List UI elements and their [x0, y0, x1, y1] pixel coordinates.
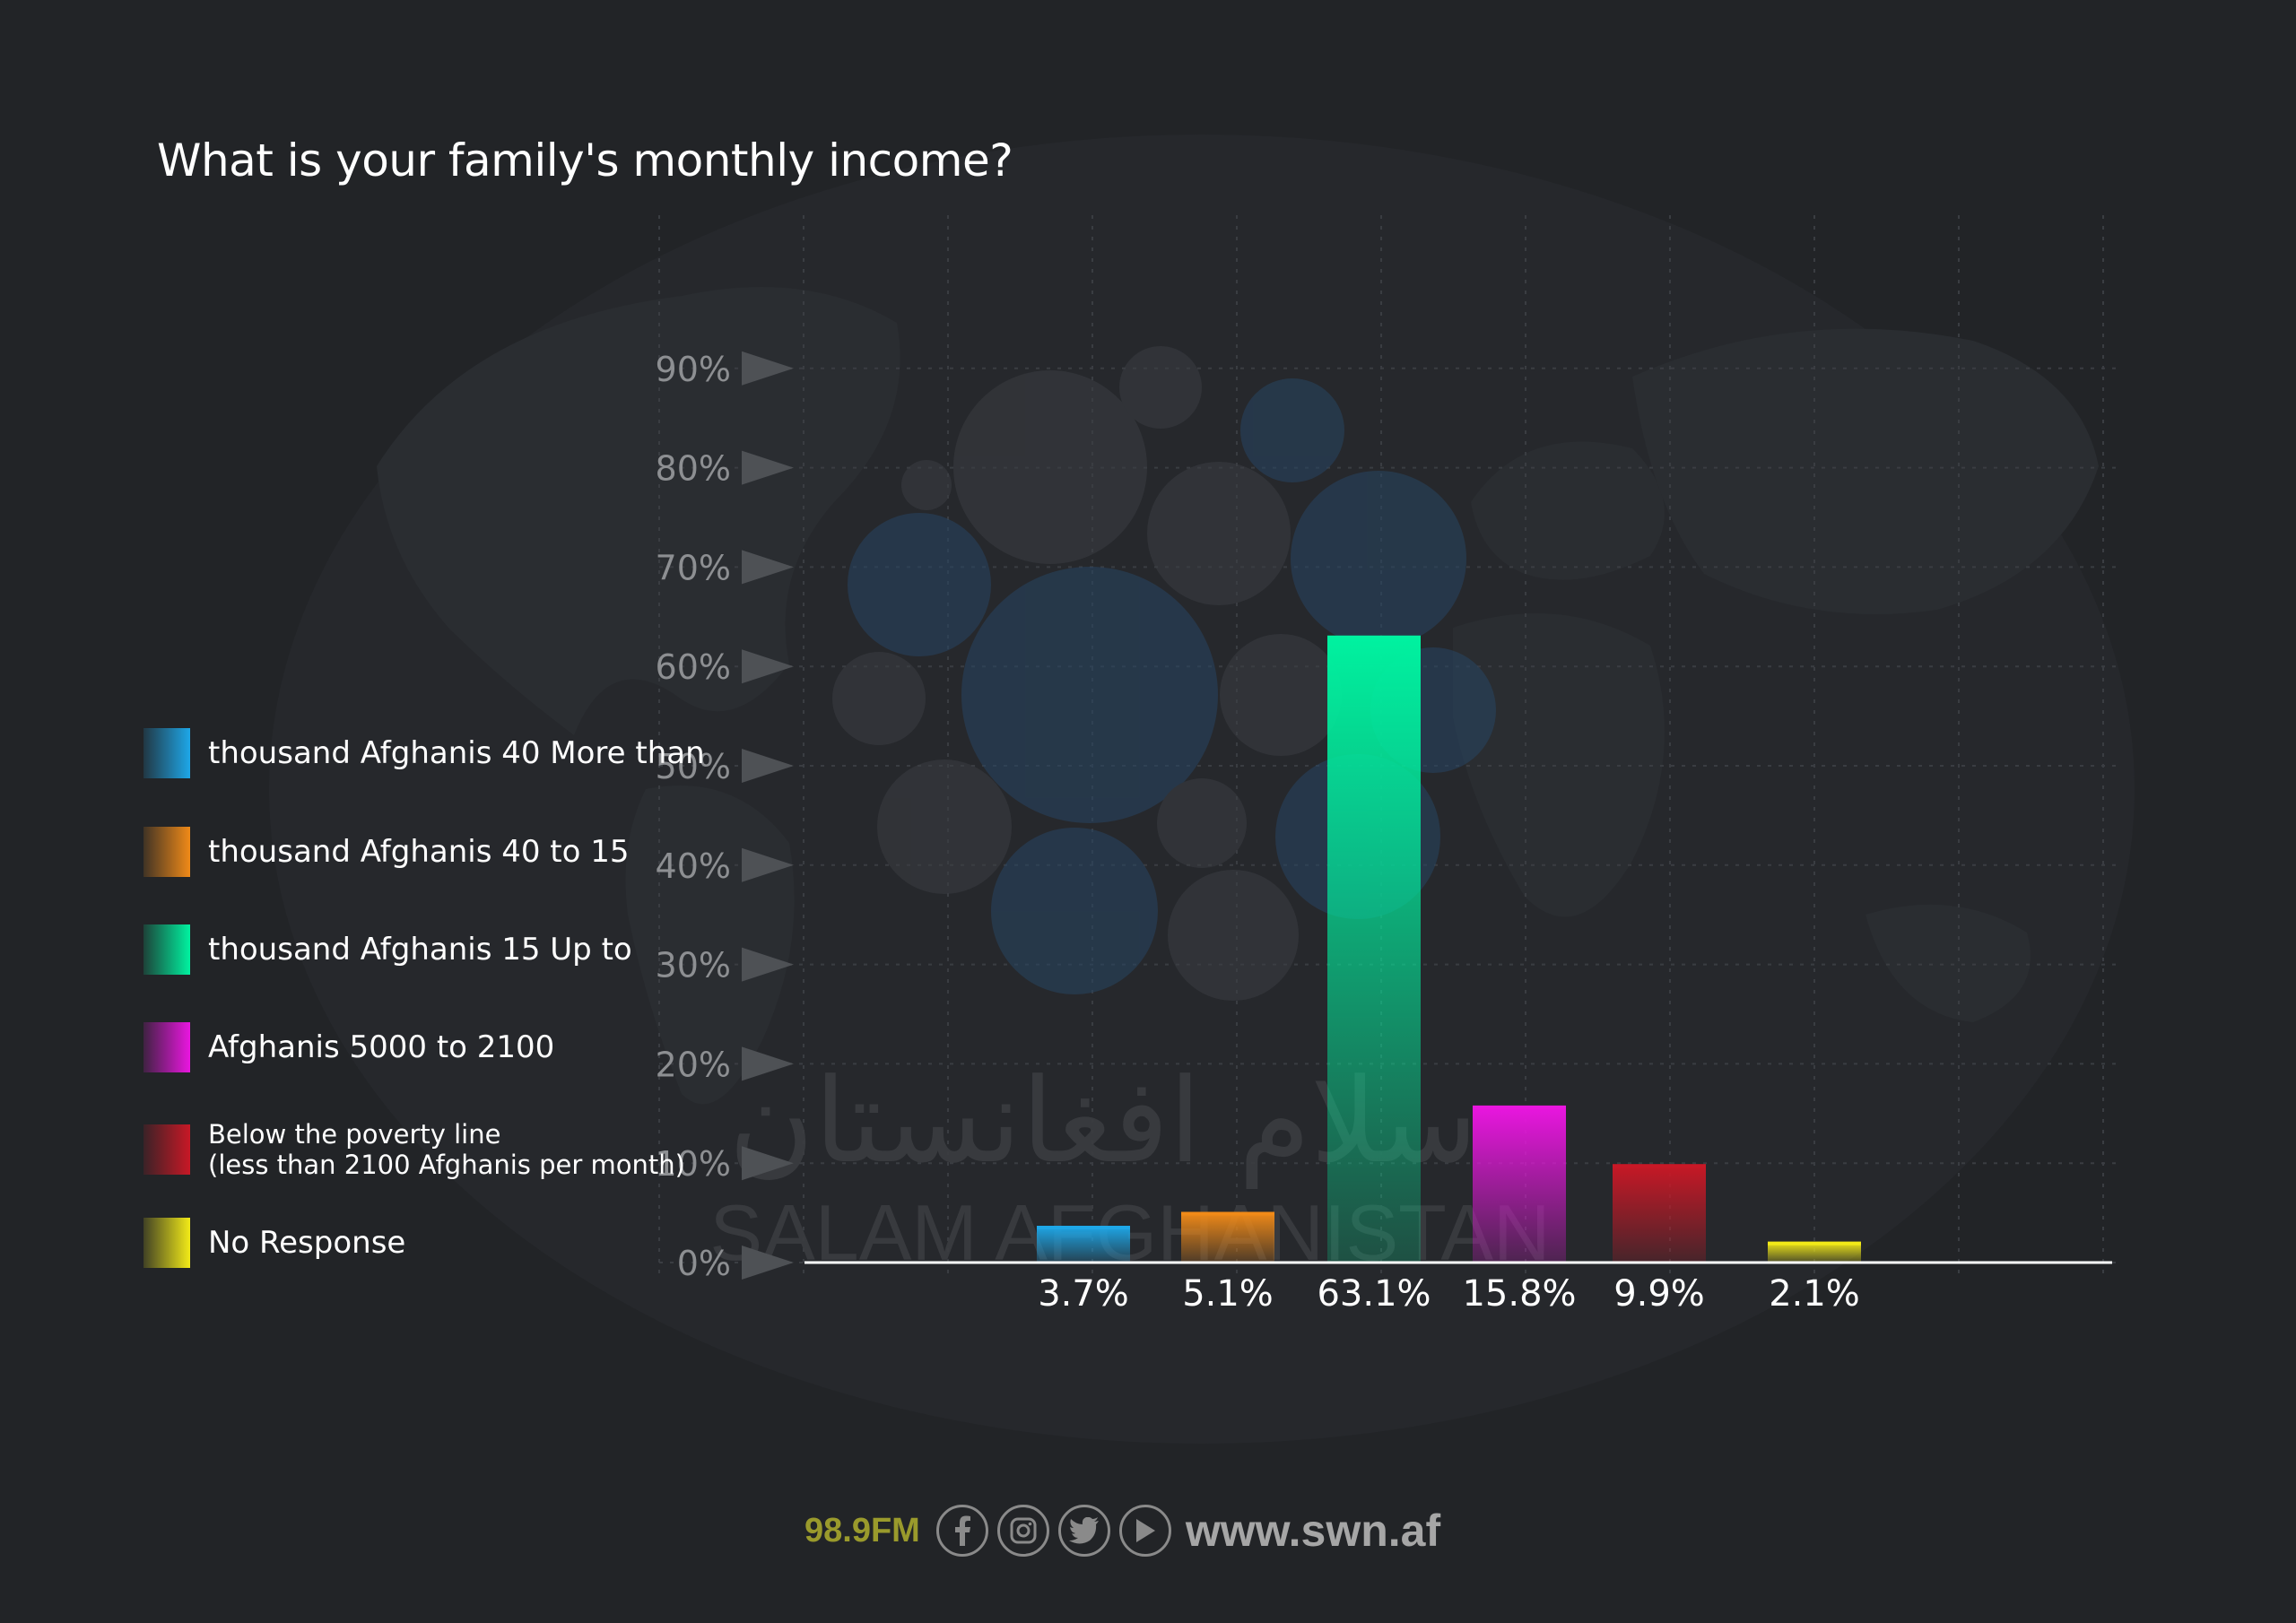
twitter-icon[interactable] — [1057, 1505, 1110, 1557]
legend-label: thousand Afghanis 40 to 15 — [208, 834, 630, 870]
bar — [1181, 1211, 1274, 1263]
bar-top-highlight — [1473, 1105, 1566, 1109]
y-tick-label: 50% — [656, 747, 731, 786]
legend-label: thousand Afghanis 15 Up to — [208, 932, 632, 968]
legend-item: No Response — [144, 1218, 405, 1268]
website-url[interactable]: www.swn.af — [1185, 1506, 1441, 1556]
play-icon[interactable] — [1118, 1505, 1171, 1557]
bar — [1768, 1241, 1861, 1263]
y-tick-arrow — [742, 847, 794, 882]
bar-value-label: 3.7% — [1038, 1273, 1129, 1315]
y-tick-label: 0% — [677, 1244, 731, 1283]
y-tick-label: 20% — [656, 1045, 731, 1084]
legend-swatch — [144, 1124, 190, 1175]
y-tick-label: 90% — [656, 350, 731, 389]
y-tick-label: 80% — [656, 449, 731, 489]
y-tick-arrow — [742, 947, 794, 982]
bar-value-label: 2.1% — [1769, 1273, 1860, 1315]
y-tick-arrow — [742, 1046, 794, 1081]
legend-swatch — [144, 1022, 190, 1072]
legend-swatch — [144, 728, 190, 778]
bar — [1473, 1105, 1566, 1263]
y-tick-label: 70% — [656, 548, 731, 587]
bar — [1327, 635, 1421, 1263]
legend-item: thousand Afghanis 15 Up to — [144, 924, 632, 975]
radio-frequency: 98.9FM — [804, 1511, 920, 1549]
legend-item: thousand Afghanis 40 More than — [144, 728, 705, 778]
y-tick-arrow — [742, 351, 794, 386]
y-tick-label: 10% — [656, 1144, 731, 1184]
bar — [1613, 1164, 1706, 1263]
y-tick-label: 30% — [656, 946, 731, 985]
legend-swatch — [144, 1218, 190, 1268]
chart-title: What is your family's monthly income? — [157, 135, 1013, 187]
legend-label: No Response — [208, 1225, 406, 1261]
legend-label: Below the poverty line (less than 2100 A… — [208, 1119, 685, 1180]
y-tick-label: 60% — [656, 647, 731, 687]
legend-label: thousand Afghanis 40 More than — [208, 735, 705, 771]
y-tick-arrow — [742, 550, 794, 585]
bar-top-highlight — [1768, 1241, 1861, 1245]
legend-item: thousand Afghanis 40 to 15 — [144, 827, 630, 877]
legend-item: Below the poverty line (less than 2100 A… — [144, 1119, 685, 1180]
legend-swatch — [144, 924, 190, 975]
bar-value-label: 9.9% — [1613, 1273, 1705, 1315]
bar — [1037, 1226, 1130, 1263]
bar-top-highlight — [1037, 1226, 1130, 1230]
y-tick-label: 40% — [656, 846, 731, 886]
facebook-icon[interactable] — [935, 1505, 988, 1557]
legend-item: Afghanis 5000 to 2100 — [144, 1022, 554, 1072]
instagram-icon[interactable] — [996, 1505, 1049, 1557]
y-tick-arrow — [742, 749, 794, 783]
footer: 98.9FM www.swn.af — [804, 1499, 1440, 1562]
y-tick-arrow — [742, 1245, 794, 1280]
bar-value-label: 5.1% — [1182, 1273, 1274, 1315]
bar-top-highlight — [1613, 1164, 1706, 1168]
bar-top-highlight — [1327, 635, 1421, 639]
y-tick-arrow — [742, 450, 794, 485]
bar-value-label: 15.8% — [1462, 1273, 1576, 1315]
y-tick-arrow — [742, 649, 794, 684]
bar-value-label: 63.1% — [1317, 1273, 1431, 1315]
y-tick-arrow — [742, 1146, 794, 1181]
legend-swatch — [144, 827, 190, 877]
legend-label: Afghanis 5000 to 2100 — [208, 1029, 555, 1065]
bar-top-highlight — [1181, 1211, 1274, 1216]
